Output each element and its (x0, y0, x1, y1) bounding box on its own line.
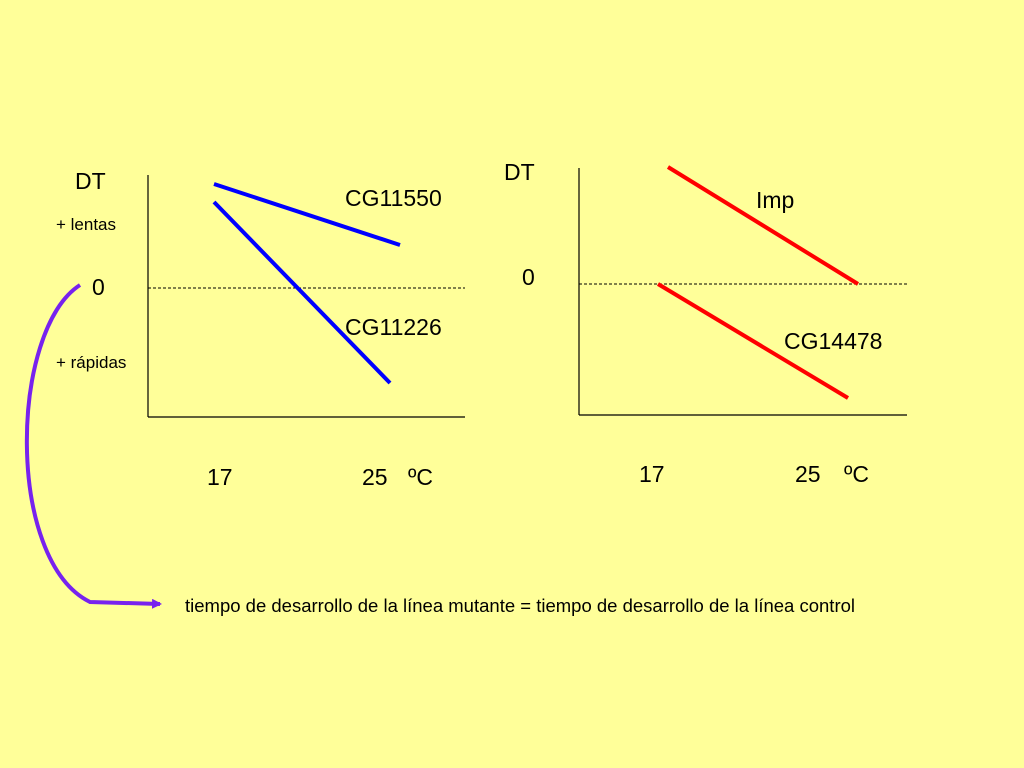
right-axes (578, 168, 907, 416)
left-axes (147, 175, 465, 418)
right-tick-25: 25 (795, 461, 821, 487)
conclusion-text: tiempo de desarrollo de la línea mutante… (185, 595, 856, 616)
label-lentas: + lentas (56, 215, 117, 234)
line-cg11550 (213, 182, 401, 247)
right-zero-label: 0 (522, 264, 535, 290)
left-x-unit: ºC (408, 464, 434, 490)
label-cg11550: CG11550 (345, 185, 442, 211)
right-x-unit: ºC (844, 461, 870, 487)
line-imp (666, 165, 860, 286)
left-y-axis-label: DT (75, 168, 106, 194)
label-imp: Imp (756, 187, 795, 213)
curved-arrow (24, 283, 162, 609)
left-tick-25: 25 (362, 464, 388, 490)
label-cg11226: CG11226 (345, 314, 442, 340)
label-cg14478: CG14478 (784, 328, 883, 354)
left-zero-label: 0 (92, 274, 105, 300)
line-cg14478 (656, 282, 850, 400)
line-cg11226 (212, 200, 392, 385)
label-rapidas: + rápidas (56, 353, 127, 372)
right-tick-17: 17 (639, 461, 665, 487)
right-y-axis-label: DT (504, 159, 535, 185)
left-tick-17: 17 (207, 464, 233, 490)
